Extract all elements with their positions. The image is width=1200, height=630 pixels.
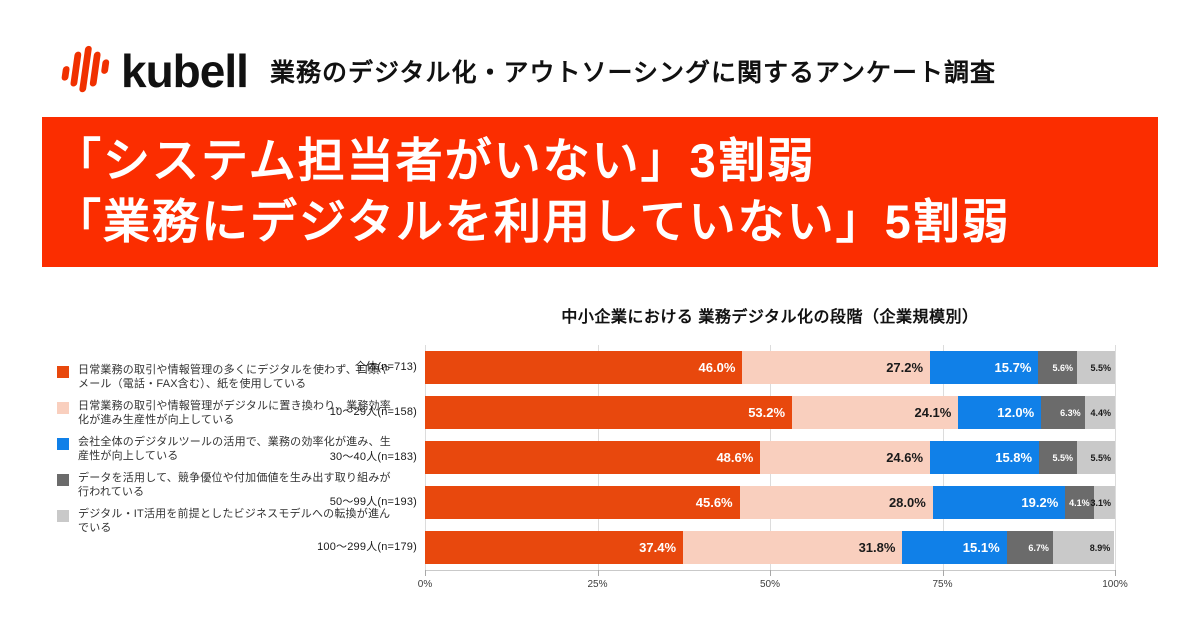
bar-value-label: 31.8% xyxy=(858,540,896,555)
bar-segment: 6.7% xyxy=(1006,531,1053,564)
bar-row: 46.0% 27.2% 15.7% 5.6% 5.5% xyxy=(425,351,1115,384)
bar-value-label: 5.5% xyxy=(1090,362,1111,373)
legend-label: 日常業務の取引や情報管理の多くにデジタルを使わず、口頭やメール（電話・FAX含む… xyxy=(78,364,391,390)
bar-segment: 24.6% xyxy=(760,441,931,474)
bar-segment: 46.0% xyxy=(425,351,743,384)
bar-segment: 6.3% xyxy=(1041,396,1085,429)
axis-tick xyxy=(597,570,599,576)
axis-tick-label: 75% xyxy=(932,579,953,590)
axis-tick xyxy=(1115,570,1116,576)
bar-value-label: 48.6% xyxy=(716,450,754,465)
legend-swatch xyxy=(57,402,69,414)
bar-segment: 31.8% xyxy=(683,531,903,564)
bar-value-label: 24.6% xyxy=(886,450,924,465)
brand-name: kubell xyxy=(121,45,249,97)
bar-segment: 27.2% xyxy=(742,351,931,384)
legend-swatch xyxy=(57,438,69,450)
bar-segment: 5.5% xyxy=(1077,441,1115,474)
bar-value-label: 24.1% xyxy=(914,405,952,420)
category-label: 100～299人(n=179) xyxy=(317,541,417,553)
bar-segment: 15.8% xyxy=(930,441,1040,474)
bar-value-label: 5.5% xyxy=(1052,452,1074,463)
bar-segment: 4.4% xyxy=(1084,396,1115,429)
bar-value-label: 12.0% xyxy=(997,405,1035,420)
legend-item: 日常業務の取引や情報管理の多くにデジタルを使わず、口頭やメール（電話・FAX含む… xyxy=(57,364,392,391)
legend-swatch xyxy=(57,510,69,522)
axis-tick xyxy=(425,570,426,576)
bar-segment: 5.6% xyxy=(1038,351,1078,384)
survey-subtitle: 業務のデジタル化・アウトソーシングに関するアンケート調査 xyxy=(269,59,996,87)
bar-segment: 5.5% xyxy=(1039,441,1078,474)
axis-tick-label: 100% xyxy=(1102,579,1128,590)
bar-value-label: 37.4% xyxy=(639,540,677,555)
bar-value-label: 53.2% xyxy=(748,405,786,420)
bar-value-label: 15.7% xyxy=(994,360,1032,375)
bar-row: 48.6% 24.6% 15.8% 5.5% 5.5% xyxy=(425,441,1115,474)
category-label: 全体(n=713) xyxy=(354,361,417,373)
bar-value-label: 4.1% xyxy=(1069,497,1090,508)
bar-value-label: 27.2% xyxy=(886,360,924,375)
legend-label: データを活用して、競争優位や付加価値を生み出す取り組みが行われている xyxy=(78,472,391,498)
bar-segment: 3.1% xyxy=(1090,486,1115,519)
legend-label: 会社全体のデジタルツールの活用で、業務の効率化が進み、生産性が向上している xyxy=(78,436,391,462)
bar-segment: 8.9% xyxy=(1052,531,1115,564)
legend-item: 会社全体のデジタルツールの活用で、業務の効率化が進み、生産性が向上している xyxy=(57,436,392,463)
soundwave-icon xyxy=(61,45,110,93)
bar-segment: 24.1% xyxy=(792,396,959,429)
headline-line-1: 「システム担当者がいない」3割弱 xyxy=(54,134,816,187)
chart-legend: 日常業務の取引や情報管理の多くにデジタルを使わず、口頭やメール（電話・FAX含む… xyxy=(57,364,392,544)
bar-value-label: 19.2% xyxy=(1021,495,1059,510)
bar-value-label: 15.1% xyxy=(962,540,1000,555)
bar-value-label: 4.4% xyxy=(1090,407,1111,418)
legend-label: 日常業務の取引や情報管理がデジタルに置き換わり、業務効率化が進み生産性が向上して… xyxy=(78,400,391,426)
bar-value-label: 15.8% xyxy=(995,450,1033,465)
bar-segment: 15.7% xyxy=(930,351,1039,384)
bar-row: 45.6% 28.0% 19.2% 4.1% 3.1% xyxy=(425,486,1115,519)
bar-segment: 48.6% xyxy=(425,441,761,474)
bar-segment: 4.1% xyxy=(1065,486,1094,519)
bar-segment: 45.6% xyxy=(425,486,740,519)
axis-tick-label: 50% xyxy=(759,579,781,590)
legend-swatch xyxy=(57,366,69,378)
bar-value-label: 5.5% xyxy=(1090,452,1111,463)
category-label: 50～99人(n=193) xyxy=(329,496,417,508)
headline-line-2: 「業務にデジタルを利用していない」5割弱 xyxy=(54,195,1011,248)
legend-label: デジタル・IT活用を前提としたビジネスモデルへの転換が進んでいる xyxy=(78,508,391,534)
category-label: 10～29人(n=158) xyxy=(329,406,417,418)
bar-segment: 12.0% xyxy=(958,396,1042,429)
bar-value-label: 45.6% xyxy=(695,495,733,510)
bar-segment: 37.4% xyxy=(425,531,684,564)
bar-segment: 19.2% xyxy=(932,486,1066,519)
headline-banner: 「システム担当者がいない」3割弱 「業務にデジタルを利用していない」5割弱 xyxy=(42,117,1158,267)
plot-area: 0% 25% 50% 75% 100% 46.0% 27.2% 15.7% 5.6% 5.5% 全体… xyxy=(317,345,1128,590)
bar-value-label: 6.3% xyxy=(1060,407,1081,418)
legend-swatch xyxy=(57,474,69,486)
grid-line xyxy=(1115,345,1116,570)
bar-value-label: 8.9% xyxy=(1089,542,1111,553)
legend-item: 日常業務の取引や情報管理がデジタルに置き換わり、業務効率化が進み生産性が向上して… xyxy=(57,400,392,427)
header: kubell 業務のデジタル化・アウトソーシングに関するアンケート調査 xyxy=(57,42,996,100)
legend-item: データを活用して、競争優位や付加価値を生み出す取り組みが行われている xyxy=(57,472,392,499)
chart-title: 中小企業における 業務デジタル化の段階（企業規模別） xyxy=(561,309,979,326)
bar-segment: 28.0% xyxy=(739,486,933,519)
bar-row: 53.2% 24.1% 12.0% 6.3% 4.4% xyxy=(425,396,1115,429)
bar-segment: 53.2% xyxy=(425,396,793,429)
category-label: 30～40人(n=183) xyxy=(329,451,417,463)
axis-tick-label: 0% xyxy=(417,579,433,590)
kubell-logo: kubell xyxy=(57,42,249,100)
bar-segment: 5.5% xyxy=(1077,351,1115,384)
axis-tick xyxy=(770,570,771,576)
legend-item: デジタル・IT活用を前提としたビジネスモデルへの転換が進んでいる xyxy=(57,508,392,535)
bar-segment: 15.1% xyxy=(902,531,1007,564)
bar-value-label: 3.1% xyxy=(1090,497,1111,508)
bar-row: 37.4% 31.8% 15.1% 6.7% 8.9% xyxy=(425,531,1115,564)
bar-value-label: 46.0% xyxy=(698,360,736,375)
bar-value-label: 6.7% xyxy=(1028,542,1049,553)
bar-value-label: 5.6% xyxy=(1052,362,1074,373)
axis-tick xyxy=(942,570,944,576)
bar-value-label: 28.0% xyxy=(888,495,926,510)
axis-tick-label: 25% xyxy=(587,579,608,590)
